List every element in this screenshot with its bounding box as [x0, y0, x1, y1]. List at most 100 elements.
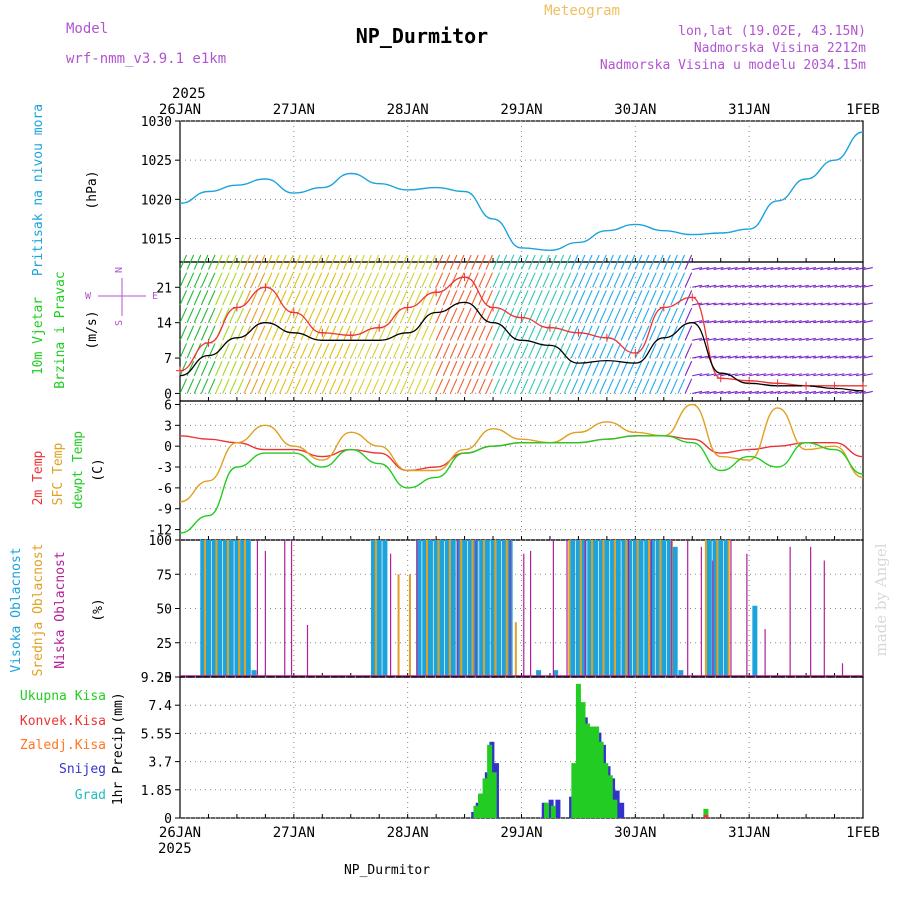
wind-vector: [371, 343, 380, 359]
wind-vector: [513, 325, 522, 341]
wind-vector: [692, 302, 703, 306]
wind-vector: [620, 378, 629, 394]
wind-vector: [321, 272, 330, 288]
wind-vector: [485, 254, 493, 270]
ytick-label: 14: [156, 317, 172, 332]
wind-vector: [670, 254, 678, 270]
wind-vector: [435, 360, 444, 376]
low-cloud-bar: [566, 540, 568, 677]
pressure-unit: (hPa): [85, 170, 100, 209]
wind-vector: [193, 378, 202, 394]
wind-vector: [734, 373, 745, 377]
wind-vector: [236, 307, 244, 323]
wind-vector: [827, 337, 838, 341]
ytick-label: 3: [164, 419, 172, 434]
wind-vector: [186, 254, 195, 270]
wind-vector: [763, 267, 774, 271]
wind-vector: [627, 307, 636, 323]
wind-vector: [577, 307, 586, 323]
wind-vector: [499, 307, 508, 323]
wind-vector: [791, 373, 802, 377]
wind-vector: [770, 390, 781, 394]
wind-vector: [385, 378, 394, 394]
wind-vector: [193, 254, 202, 270]
wind-vector: [784, 284, 795, 288]
wind-vector: [506, 360, 515, 376]
wind-vector: [478, 307, 486, 323]
wind-vector: [400, 378, 408, 394]
wind-vector: [257, 307, 266, 323]
wind-vector: [848, 373, 859, 377]
bottom-date-label: 28JAN: [387, 825, 429, 841]
wind-vector: [556, 325, 565, 341]
wind-vector: [656, 378, 664, 394]
wind-vector: [456, 378, 465, 394]
wind-vector: [200, 307, 209, 323]
wind-vector: [570, 378, 579, 394]
wind-vector: [720, 355, 731, 359]
wind-vector: [563, 290, 572, 306]
wind-vector: [243, 272, 252, 288]
wind-vector: [727, 337, 738, 341]
wind-vector: [563, 307, 572, 323]
footer-station: NP_Durmitor: [344, 863, 430, 878]
wind-vector: [606, 378, 614, 394]
wind-vector: [279, 307, 287, 323]
wind-vector: [741, 337, 752, 341]
wind-ylabel2: Brzina i Pravac: [53, 271, 68, 388]
wind-vector: [478, 343, 486, 359]
ytick-label: 21: [156, 281, 172, 296]
wind-vector: [371, 378, 380, 394]
high-cloud-bar: [723, 540, 729, 677]
high-cloud-bar: [479, 540, 485, 677]
wind-vector: [634, 325, 643, 341]
wind-vector: [677, 360, 686, 376]
wind-vector: [734, 267, 745, 271]
wind-vector: [464, 254, 472, 270]
wind-vector: [841, 267, 852, 271]
low-cloud-bar: [671, 540, 673, 677]
wind-vector: [492, 360, 501, 376]
wind-vector: [841, 390, 852, 394]
high-cloud-bar: [422, 540, 428, 677]
wind-vector: [549, 272, 557, 288]
wind-vector: [200, 378, 209, 394]
wind-vector: [207, 254, 216, 270]
wind-vector: [756, 302, 767, 306]
bottom-date-label: 27JAN: [273, 825, 315, 841]
wind-vector: [777, 267, 788, 271]
wind-vector: [791, 284, 802, 288]
wind-vector: [862, 320, 873, 324]
wind-vector: [243, 343, 252, 359]
wind-vector: [620, 254, 629, 270]
wind-vector: [613, 290, 622, 306]
wind-vector: [535, 378, 543, 394]
wind-vector: [478, 325, 486, 341]
wind-vector: [862, 337, 873, 341]
wind-vector: [848, 267, 859, 271]
wind-vector: [727, 284, 738, 288]
wind-vector: [535, 290, 543, 306]
mid-cloud-bar: [494, 540, 497, 677]
wind-vector: [456, 307, 465, 323]
top-date-label: 28JAN: [387, 102, 429, 118]
mid-cloud-bar: [625, 540, 628, 677]
precip-legend-item: Ukupna Kisa: [20, 689, 106, 704]
wind-vector: [186, 290, 195, 306]
wind-vector: [222, 290, 230, 306]
wind-vector: [200, 272, 209, 288]
wind-vector: [542, 254, 550, 270]
wind-vector: [528, 325, 536, 341]
gust-marker: [289, 308, 298, 317]
wind-vector: [563, 325, 572, 341]
wind-vector: [585, 290, 593, 306]
wind-vector: [336, 378, 344, 394]
wind-vector: [449, 254, 458, 270]
wind-vector: [848, 284, 859, 288]
wind-vector: [706, 390, 717, 394]
gust-marker: [403, 303, 412, 312]
total-rain-bar: [589, 726, 595, 818]
wind-vector: [449, 343, 458, 359]
wind-vector: [692, 373, 703, 377]
low-cloud-bar: [256, 540, 259, 677]
